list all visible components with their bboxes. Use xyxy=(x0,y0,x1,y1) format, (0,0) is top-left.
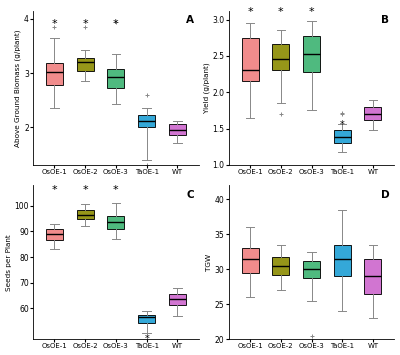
Text: *: * xyxy=(309,7,314,17)
Y-axis label: Above Ground Biomass (g/plant): Above Ground Biomass (g/plant) xyxy=(15,29,21,147)
PathPatch shape xyxy=(138,315,155,323)
PathPatch shape xyxy=(138,115,155,127)
PathPatch shape xyxy=(303,36,320,72)
Text: *: * xyxy=(247,7,253,17)
Y-axis label: TGW: TGW xyxy=(206,254,212,271)
Text: C: C xyxy=(186,190,194,200)
Text: *: * xyxy=(278,7,284,17)
Text: A: A xyxy=(186,16,194,26)
PathPatch shape xyxy=(272,257,289,275)
PathPatch shape xyxy=(169,124,186,135)
PathPatch shape xyxy=(108,216,124,229)
Text: *: * xyxy=(82,185,88,196)
Text: *: * xyxy=(52,185,57,196)
Text: *: * xyxy=(340,120,345,130)
PathPatch shape xyxy=(77,209,94,219)
PathPatch shape xyxy=(77,58,94,71)
PathPatch shape xyxy=(169,294,186,305)
PathPatch shape xyxy=(108,69,124,88)
PathPatch shape xyxy=(303,261,320,278)
PathPatch shape xyxy=(364,107,381,120)
PathPatch shape xyxy=(46,63,63,85)
Text: *: * xyxy=(144,334,149,344)
PathPatch shape xyxy=(242,38,258,81)
PathPatch shape xyxy=(334,130,351,143)
Text: B: B xyxy=(382,16,390,26)
Y-axis label: Seeds per Plant: Seeds per Plant xyxy=(6,234,12,291)
PathPatch shape xyxy=(46,229,63,240)
Text: *: * xyxy=(82,19,88,29)
Text: D: D xyxy=(381,190,390,200)
Text: *: * xyxy=(52,19,57,29)
Text: *: * xyxy=(113,185,119,196)
Text: *: * xyxy=(113,19,119,29)
PathPatch shape xyxy=(334,245,351,276)
Y-axis label: Yield (g/plant): Yield (g/plant) xyxy=(203,62,210,113)
PathPatch shape xyxy=(242,248,258,273)
PathPatch shape xyxy=(364,259,381,294)
PathPatch shape xyxy=(272,44,289,71)
